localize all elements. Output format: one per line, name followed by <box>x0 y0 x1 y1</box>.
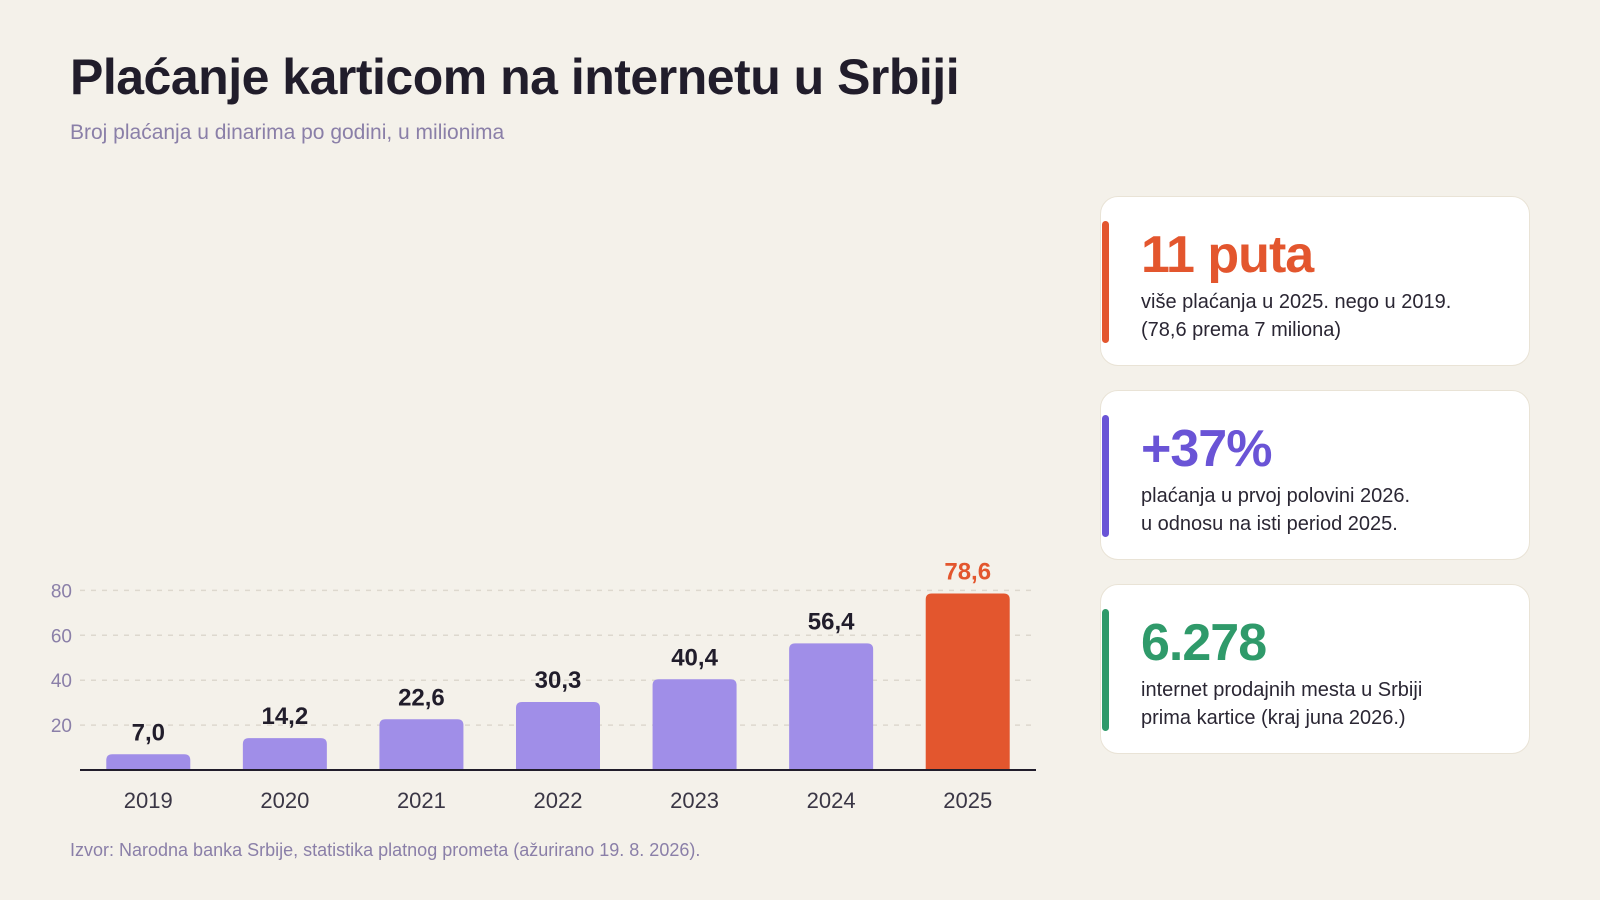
x-tick-label: 2020 <box>260 788 309 813</box>
y-tick-label: 20 <box>51 716 72 737</box>
bar-value-label: 40,4 <box>671 644 718 671</box>
bar-value-label: 14,2 <box>261 703 308 730</box>
x-tick-label: 2025 <box>943 788 992 813</box>
bar <box>925 593 1010 770</box>
stat-card-half-year-growth: +37% plaćanja u prvoj polovini 2026. u o… <box>1100 390 1530 560</box>
card-value: +37% <box>1141 420 1272 478</box>
card-description-line2: (78,6 prema 7 miliona) <box>1141 319 1342 341</box>
x-tick-label: 2019 <box>124 788 173 813</box>
x-tick-label: 2021 <box>397 788 446 813</box>
page-title: Plaćanje karticom na internetu u Srbiji <box>70 49 960 105</box>
card-accent-bar <box>1102 415 1109 537</box>
bar-value-label: 30,3 <box>535 667 582 694</box>
page-subtitle: Broj plaćanja u dinarima po godini, u mi… <box>70 121 505 144</box>
card-accent-bar <box>1102 221 1109 343</box>
card-value: 6.278 <box>1141 614 1267 672</box>
y-tick-label: 80 <box>51 581 72 602</box>
bar-value-label: 7,0 <box>132 719 165 746</box>
bar <box>516 701 600 770</box>
x-tick-label: 2024 <box>807 788 856 813</box>
card-description-line1: više plaćanja u 2025. nego u 2019. <box>1141 291 1452 313</box>
y-tick-label: 60 <box>51 626 72 647</box>
bar <box>789 643 874 770</box>
card-description-line2: u odnosu na isti period 2025. <box>1141 513 1398 535</box>
bar-chart: 20 40 60 80 7,0 2019 14,2 2020 22,6 2021 30,3 2022 4… <box>51 559 1036 813</box>
stat-card-growth-multiplier: 11 puta više plaćanja u 2025. nego u 201… <box>1100 196 1530 366</box>
x-tick-label: 2022 <box>534 788 583 813</box>
y-tick-label: 40 <box>51 671 72 692</box>
bar <box>106 754 191 770</box>
card-description-line1: plaćanja u prvoj polovini 2026. <box>1141 485 1411 507</box>
bar <box>652 679 737 770</box>
bar-value-label: 78,6 <box>944 559 991 586</box>
card-description-line1: internet prodajnih mesta u Srbiji <box>1141 679 1423 701</box>
stat-card-merchants: 6.278 internet prodajnih mesta u Srbiji … <box>1100 584 1530 754</box>
card-value: 11 puta <box>1141 226 1314 284</box>
bar-value-label: 22,6 <box>398 684 445 711</box>
bar-chart-svg: 20 40 60 80 7,0 2019 14,2 2020 22,6 2021 30,3 2022 4… <box>51 559 1036 813</box>
card-accent-bar <box>1102 609 1109 731</box>
bar <box>242 738 327 770</box>
card-description-line2: prima kartice (kraj juna 2026.) <box>1141 707 1406 729</box>
x-tick-label: 2023 <box>670 788 719 813</box>
bar <box>379 719 464 770</box>
source-note: Izvor: Narodna banka Srbije, statistika … <box>70 840 701 860</box>
bar-value-label: 56,4 <box>808 608 855 635</box>
